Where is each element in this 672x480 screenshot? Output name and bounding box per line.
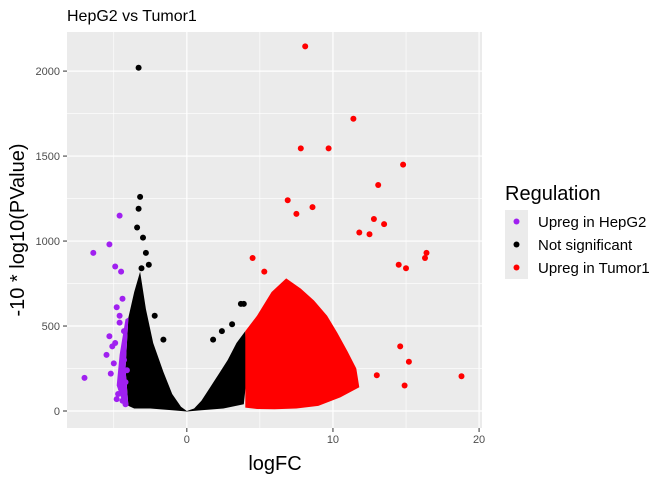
x-axis-ticks: 0 10 20 bbox=[184, 428, 485, 446]
point-upreg-in-hepg2 bbox=[103, 351, 110, 358]
point-upreg-in-hepg2 bbox=[116, 212, 123, 219]
point-upreg-in-tumor1 bbox=[401, 382, 408, 389]
point-not-significant bbox=[229, 321, 236, 328]
point-upreg-in-tumor1 bbox=[458, 373, 465, 380]
legend-label-not-significant: Not significant bbox=[538, 237, 633, 254]
point-not-significant bbox=[135, 64, 142, 71]
y-axis-ticks: 0 500 1000 1500 2000 bbox=[36, 66, 67, 418]
point-not-significant bbox=[134, 224, 141, 231]
point-upreg-in-hepg2 bbox=[106, 333, 113, 340]
point-upreg-in-tumor1 bbox=[309, 204, 316, 211]
upreg-tumor1-density-region bbox=[245, 278, 360, 410]
legend-title: Regulation bbox=[505, 183, 601, 205]
point-upreg-in-hepg2 bbox=[107, 370, 114, 377]
y-tick-label: 1000 bbox=[36, 236, 60, 248]
x-tick-label: 10 bbox=[327, 434, 339, 446]
point-upreg-in-tumor1 bbox=[423, 249, 430, 256]
point-upreg-in-tumor1 bbox=[400, 161, 407, 168]
point-upreg-in-tumor1 bbox=[381, 221, 388, 228]
legend-items: Upreg in HepG2 Not significant Upreg in Tu… bbox=[505, 210, 650, 279]
point-upreg-in-hepg2 bbox=[118, 268, 125, 275]
point-upreg-in-tumor1 bbox=[261, 268, 268, 275]
point-upreg-in-tumor1 bbox=[350, 115, 357, 122]
point-upreg-in-hepg2 bbox=[116, 319, 123, 326]
point-upreg-in-hepg2 bbox=[123, 367, 130, 374]
point-upreg-in-tumor1 bbox=[356, 229, 363, 236]
point-upreg-in-tumor1 bbox=[325, 145, 332, 152]
point-not-significant bbox=[240, 300, 247, 307]
point-upreg-in-tumor1 bbox=[297, 145, 304, 152]
y-tick-label: 0 bbox=[54, 406, 60, 418]
not-significant-density-region bbox=[125, 271, 247, 412]
y-tick-label: 500 bbox=[42, 321, 60, 333]
point-upreg-in-hepg2 bbox=[119, 295, 126, 302]
point-upreg-in-tumor1 bbox=[422, 255, 428, 261]
y-axis-title: -10 * log10(PValue) bbox=[7, 143, 29, 316]
point-upreg-in-hepg2 bbox=[112, 340, 119, 346]
major-gridlines bbox=[67, 32, 482, 428]
legend-swatch-upreg-in-hepg2 bbox=[513, 218, 520, 225]
y-tick-label: 2000 bbox=[36, 66, 60, 78]
point-upreg-in-hepg2 bbox=[110, 360, 117, 367]
chart-title: HepG2 vs Tumor1 bbox=[67, 8, 197, 25]
x-tick-label: 20 bbox=[473, 434, 485, 446]
point-upreg-in-hepg2 bbox=[113, 304, 120, 311]
point-upreg-in-tumor1 bbox=[249, 255, 256, 261]
x-tick-label: 0 bbox=[184, 434, 190, 446]
point-upreg-in-tumor1 bbox=[375, 182, 382, 188]
point-not-significant bbox=[218, 328, 225, 335]
point-not-significant bbox=[210, 336, 217, 343]
point-upreg-in-hepg2 bbox=[90, 249, 97, 256]
point-upreg-in-tumor1 bbox=[302, 43, 309, 50]
legend-label-upreg-in-tumor1: Upreg in Tumor1 bbox=[538, 260, 650, 277]
point-upreg-in-hepg2 bbox=[121, 357, 127, 363]
point-upreg-in-hepg2 bbox=[113, 396, 120, 403]
point-upreg-in-tumor1 bbox=[284, 197, 291, 204]
point-upreg-in-hepg2 bbox=[122, 379, 129, 386]
point-upreg-in-tumor1 bbox=[293, 210, 300, 217]
point-upreg-in-hepg2 bbox=[106, 241, 113, 248]
point-not-significant bbox=[151, 312, 158, 319]
point-not-significant bbox=[135, 205, 142, 212]
point-not-significant bbox=[145, 261, 152, 268]
point-upreg-in-hepg2 bbox=[121, 328, 127, 335]
legend-swatch-upreg-in-tumor1 bbox=[513, 264, 520, 271]
point-upreg-in-tumor1 bbox=[366, 231, 373, 238]
point-upreg-in-tumor1 bbox=[397, 343, 404, 350]
point-not-significant bbox=[138, 265, 145, 272]
point-upreg-in-tumor1 bbox=[403, 265, 409, 272]
point-upreg-in-tumor1 bbox=[395, 261, 402, 268]
y-tick-label: 1500 bbox=[36, 151, 60, 163]
data-points bbox=[81, 43, 465, 408]
legend: Regulation Upreg in HepG2 Not significant… bbox=[505, 183, 650, 279]
point-upreg-in-hepg2 bbox=[122, 401, 129, 408]
point-upreg-in-hepg2 bbox=[112, 263, 119, 270]
point-upreg-in-tumor1 bbox=[373, 372, 380, 379]
x-axis-title: logFC bbox=[248, 453, 301, 475]
legend-swatch-not-significant bbox=[513, 241, 520, 248]
point-not-significant bbox=[160, 336, 167, 343]
point-not-significant bbox=[142, 249, 149, 256]
point-upreg-in-tumor1 bbox=[370, 216, 377, 222]
point-upreg-in-hepg2 bbox=[116, 312, 123, 319]
point-not-significant bbox=[137, 193, 144, 200]
point-upreg-in-hepg2 bbox=[81, 374, 88, 381]
point-upreg-in-tumor1 bbox=[405, 358, 412, 365]
point-not-significant bbox=[140, 234, 146, 241]
point-upreg-in-hepg2 bbox=[118, 385, 125, 392]
point-upreg-in-hepg2 bbox=[115, 391, 122, 397]
legend-label-upreg-in-hepg2: Upreg in HepG2 bbox=[538, 214, 646, 231]
